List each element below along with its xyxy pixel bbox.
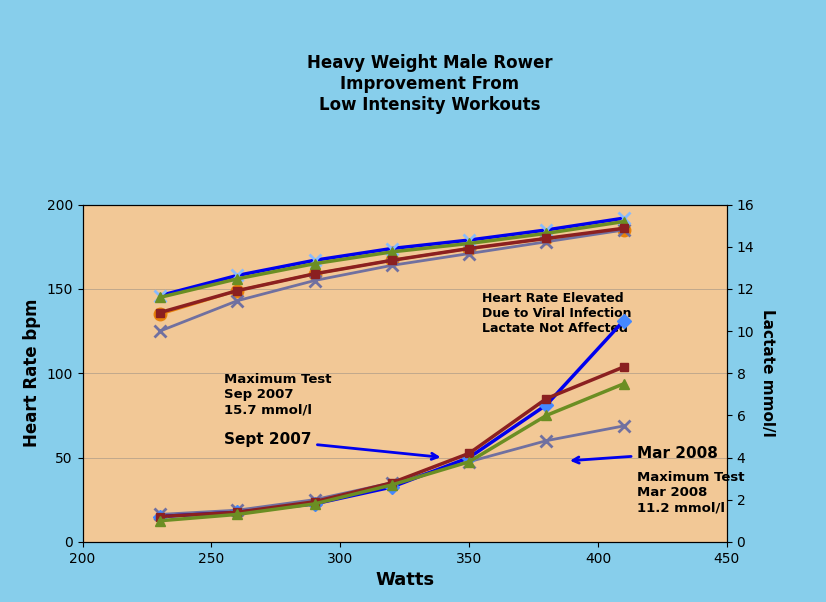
Text: Maximum Test
Mar 2008
11.2 mmol/l: Maximum Test Mar 2008 11.2 mmol/l [637, 471, 744, 514]
Text: Mar 2008: Mar 2008 [573, 445, 718, 463]
Text: Sept 2007: Sept 2007 [225, 432, 438, 459]
Y-axis label: Heart Rate bpm: Heart Rate bpm [23, 299, 41, 447]
Text: Heavy Weight Male Rower
Improvement From
Low Intensity Workouts: Heavy Weight Male Rower Improvement From… [306, 54, 553, 114]
Text: Heart Rate Elevated
Due to Viral Infection
Lactate Not Affected: Heart Rate Elevated Due to Viral Infecti… [482, 293, 632, 335]
Text: Maximum Test
Sep 2007
15.7 mmol/l: Maximum Test Sep 2007 15.7 mmol/l [225, 373, 332, 416]
Y-axis label: Lactate mmol/l: Lactate mmol/l [760, 309, 775, 437]
X-axis label: Watts: Watts [375, 571, 434, 589]
